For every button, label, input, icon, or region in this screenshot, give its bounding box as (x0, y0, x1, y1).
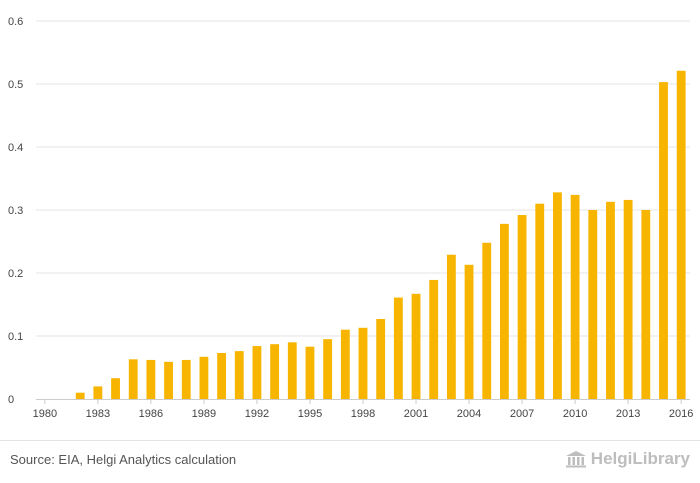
bar (252, 346, 262, 399)
bar (340, 329, 350, 399)
bar (217, 353, 227, 399)
bar (482, 242, 492, 399)
y-tick-label: 0.6 (8, 16, 23, 28)
bar (323, 339, 333, 399)
bar (606, 201, 615, 399)
x-axis-tick-labels: 1980 1983 1986 1989 1992 1995 1998 2001 2004 2007… (33, 399, 693, 420)
y-tick-label: 0.3 (8, 205, 23, 217)
bar-chart: 0 0.1 0.2 0.3 0.4 0.5 0.6 1980 1983 1986 1989 1992… (8, 16, 693, 420)
x-tick-label: 2010 (563, 408, 587, 420)
source-note: Source: EIA, Helgi Analytics calculation (10, 452, 237, 467)
bar (287, 342, 297, 399)
chart-footer: Source: EIA, Helgi Analytics calculation… (0, 440, 700, 483)
y-tick-label: 0.2 (8, 268, 23, 280)
bar (659, 82, 668, 400)
bars (75, 70, 686, 400)
bar (393, 297, 403, 399)
bar (358, 327, 368, 399)
y-axis-tick-labels: 0 0.1 0.2 0.3 0.4 0.5 0.6 (8, 16, 23, 406)
y-tick-label: 0 (8, 394, 14, 406)
x-tick-label: 1998 (351, 408, 375, 420)
bar (623, 199, 633, 399)
bar (164, 361, 173, 399)
y-tick-label: 0.1 (8, 331, 23, 343)
bar (535, 203, 545, 399)
x-tick-label: 2013 (616, 408, 640, 420)
x-tick-label: 2007 (510, 408, 534, 420)
bar (446, 254, 456, 399)
x-tick-label: 1983 (86, 408, 110, 420)
bar (111, 378, 120, 399)
x-tick-label: 1989 (192, 408, 216, 420)
bar (376, 318, 386, 399)
y-tick-label: 0.4 (8, 142, 23, 154)
grid-lines (36, 20, 690, 337)
bar (499, 223, 509, 399)
bar (128, 359, 138, 399)
bar (411, 293, 421, 399)
x-tick-label: 1992 (245, 408, 269, 420)
bar (181, 359, 191, 399)
bar (429, 279, 439, 399)
bar (588, 210, 598, 399)
bar (234, 351, 244, 399)
bar (270, 344, 280, 399)
bar (517, 215, 527, 399)
bar (464, 264, 474, 399)
bar (570, 194, 580, 399)
bar (305, 346, 315, 399)
x-tick-label: 2016 (669, 408, 693, 420)
brand-logo[interactable]: HelgiLibrary (565, 449, 690, 469)
x-tick-label: 2001 (404, 408, 428, 420)
bar (75, 392, 85, 399)
y-tick-label: 0.5 (8, 79, 23, 91)
bar (146, 359, 156, 399)
bar (199, 356, 209, 399)
x-tick-label: 1995 (298, 408, 322, 420)
bar (641, 210, 651, 399)
bar (676, 70, 686, 400)
bar (553, 192, 562, 399)
x-tick-label: 2004 (457, 408, 481, 420)
bar (93, 386, 103, 399)
x-tick-label: 1986 (139, 408, 163, 420)
x-tick-label: 1980 (33, 408, 57, 420)
brand-name: HelgiLibrary (590, 449, 690, 468)
library-building-icon (565, 451, 586, 468)
